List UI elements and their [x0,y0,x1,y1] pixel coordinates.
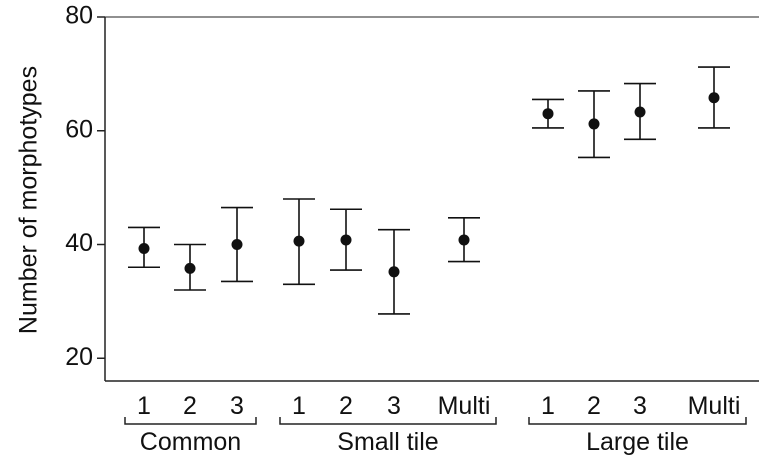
data-point [184,262,196,274]
data-point [542,108,554,120]
group-label: Common [140,428,241,456]
x-tick-label: 2 [587,392,601,420]
group-bracket [279,417,497,425]
y-tick-label: 40 [65,229,93,257]
y-tick-label: 20 [65,343,93,371]
data-point [588,118,600,130]
y-axis-title: Number of morphotypes [15,66,43,334]
y-tick-label: 60 [65,115,93,143]
x-tick-label: 3 [633,392,647,420]
y-tick-label: 80 [65,2,93,30]
x-tick-label: 1 [292,392,306,420]
x-tick-label: 1 [137,392,151,420]
x-tick-label: 2 [339,392,353,420]
data-point [634,106,646,118]
x-tick-label: 1 [541,392,555,420]
x-tick-label: Multi [438,392,491,420]
data-point [340,234,352,246]
group-bracket [528,417,747,425]
data-point [458,234,470,246]
x-tick-label: 2 [183,392,197,420]
data-point [293,235,305,247]
group-label: Large tile [586,428,689,456]
data-point [708,92,720,104]
y-axis: 20 40 60 80 [65,2,105,371]
x-tick-label: 3 [230,392,244,420]
data-point [138,242,150,254]
x-tick-label: 3 [387,392,401,420]
x-tick-label: Multi [688,392,741,420]
group-label: Small tile [337,428,438,456]
data-marks [128,66,730,315]
data-point [231,239,243,250]
data-point [388,266,400,278]
group-bracket [124,417,257,425]
plot-frame [104,16,759,382]
x-axis: 1 2 3 1 2 3 Multi 1 2 3 Multi Common Small tile Large… [124,392,747,456]
